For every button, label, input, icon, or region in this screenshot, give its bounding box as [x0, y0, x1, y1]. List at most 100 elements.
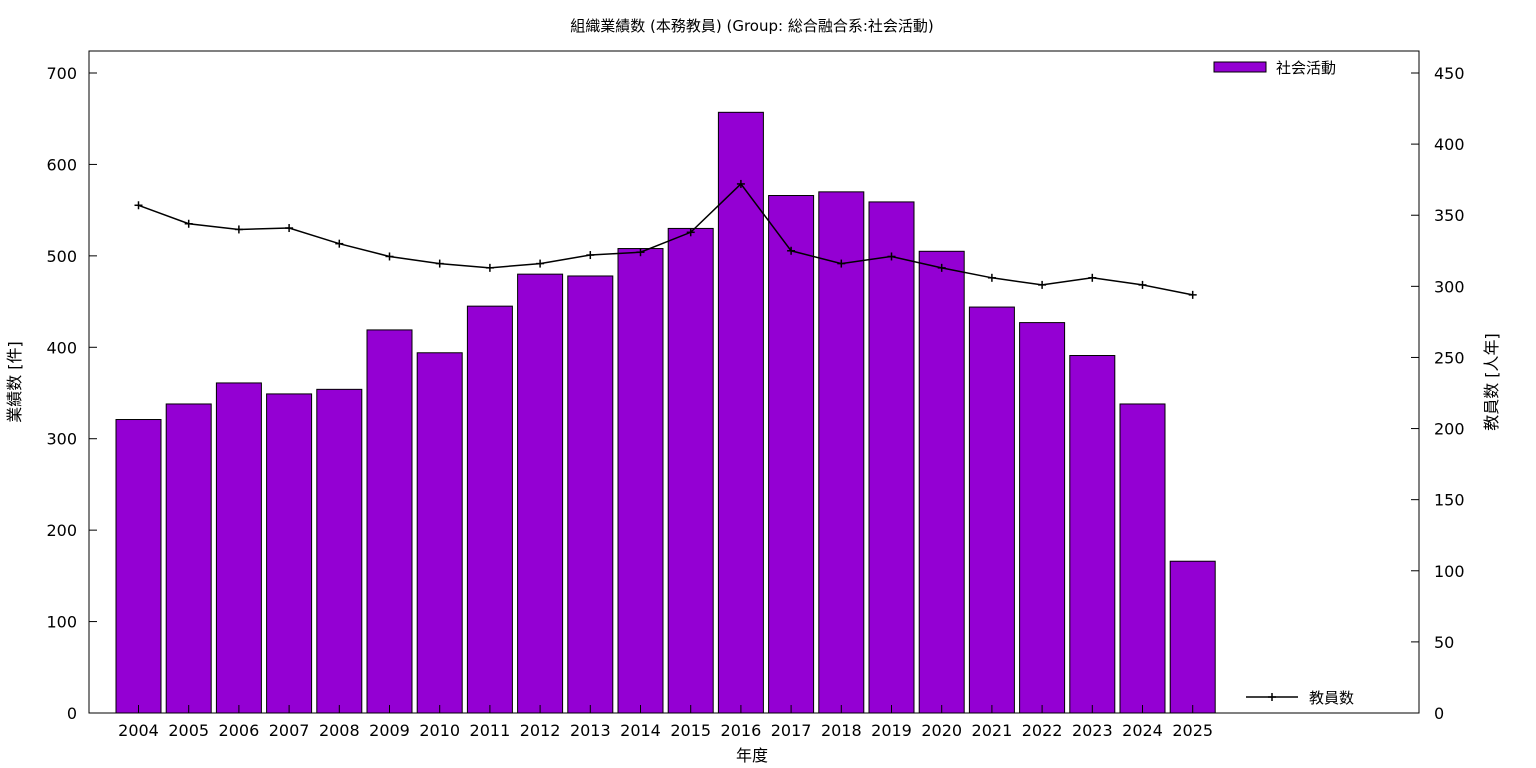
y-tick-label: 300 — [46, 430, 77, 449]
y2-tick-label: 0 — [1434, 704, 1444, 723]
y2-tick-label: 300 — [1434, 277, 1465, 296]
bar-2022 — [1019, 322, 1066, 714]
x-tick-label: 2018 — [821, 721, 862, 740]
bar-2020 — [918, 250, 965, 714]
line-point-2017 — [787, 246, 796, 255]
bar-2009 — [366, 329, 413, 714]
x-tick-label: 2004 — [118, 721, 159, 740]
line-point-2024 — [1138, 280, 1147, 289]
y-tick-label: 200 — [46, 521, 77, 540]
x-tick-label: 2016 — [721, 721, 762, 740]
bar-2021 — [968, 306, 1015, 714]
line-point-2010 — [435, 259, 444, 268]
bar-2016 — [717, 111, 764, 714]
line-series — [134, 179, 1197, 299]
x-tick-label: 2019 — [871, 721, 912, 740]
legend-bar-swatch — [1213, 61, 1267, 73]
line-point-2021 — [987, 273, 996, 282]
y2-tick-label: 400 — [1434, 135, 1465, 154]
x-tick-label: 2021 — [972, 721, 1013, 740]
x-tick-label: 2013 — [570, 721, 611, 740]
bar-2004 — [115, 419, 162, 714]
y-tick-label: 600 — [46, 155, 77, 174]
y-tick-label: 100 — [46, 613, 77, 632]
x-axis: 2004 2005 2006 2007 2008 2009 2010 2011 2012 2013… — [118, 705, 1213, 740]
bar-2014 — [617, 248, 664, 714]
line-point-2025 — [1188, 290, 1197, 299]
y2-tick-label: 100 — [1434, 562, 1465, 581]
bar-2006 — [215, 382, 262, 714]
line-point-2018 — [837, 259, 846, 268]
line-point-2023 — [1088, 273, 1097, 282]
line-point-2009 — [385, 252, 394, 261]
line-point-2019 — [887, 252, 896, 261]
legend-bar-label: 社会活動 — [1276, 59, 1336, 77]
right-axis: 0 50 100 150 200 250 300 350 400 450 — [1411, 64, 1465, 723]
y-axis-title: 業績数 [件] — [5, 341, 24, 423]
x-tick-label: 2007 — [269, 721, 310, 740]
line-point-2014 — [636, 248, 645, 257]
line-point-2004 — [134, 201, 143, 210]
bar-2015 — [667, 227, 714, 714]
bar-2007 — [266, 393, 313, 714]
bar-2013 — [567, 275, 614, 714]
line-point-2020 — [937, 263, 946, 272]
x-tick-label: 2022 — [1022, 721, 1063, 740]
line-point-2007 — [285, 224, 294, 233]
chart-title: 組織業績数 (本務教員) (Group: 総合融合系:社会活動) — [570, 17, 934, 35]
y2-tick-label: 150 — [1434, 491, 1465, 510]
y2-axis-title: 教員数 [人年] — [1482, 333, 1501, 431]
bar-2018 — [818, 191, 865, 714]
x-tick-label: 2014 — [620, 721, 661, 740]
left-axis: 0 100 200 300 400 500 600 700 — [46, 64, 97, 723]
line-point-2016 — [736, 179, 745, 188]
x-tick-label: 2017 — [771, 721, 812, 740]
y-tick-label: 400 — [46, 338, 77, 357]
legend-line-entry: 教員数 — [1246, 689, 1354, 707]
x-tick-label: 2008 — [319, 721, 360, 740]
x-tick-label: 2010 — [419, 721, 460, 740]
line-point-2006 — [234, 225, 243, 234]
bar-2017 — [768, 195, 815, 714]
y-tick-label: 500 — [46, 247, 77, 266]
bar-2008 — [316, 388, 363, 714]
line-point-2022 — [1038, 280, 1047, 289]
line-point-2011 — [485, 263, 494, 272]
line-point-2005 — [184, 219, 193, 228]
y-tick-label: 700 — [46, 64, 77, 83]
line-path — [138, 182, 1193, 296]
y2-tick-label: 200 — [1434, 420, 1465, 439]
x-tick-label: 2012 — [520, 721, 561, 740]
bar-2025 — [1169, 560, 1216, 714]
x-tick-label: 2025 — [1172, 721, 1213, 740]
y2-tick-label: 50 — [1434, 633, 1454, 652]
y2-tick-label: 250 — [1434, 348, 1465, 367]
line-point-2015 — [686, 228, 695, 237]
bar-2024 — [1119, 403, 1166, 714]
bar-2012 — [517, 273, 564, 714]
bar-2005 — [165, 403, 212, 714]
bar-2011 — [466, 305, 513, 714]
y-tick-label: 0 — [67, 704, 77, 723]
bar-2010 — [416, 352, 463, 714]
y2-tick-label: 350 — [1434, 206, 1465, 225]
bar-series — [115, 111, 1216, 714]
x-tick-label: 2006 — [219, 721, 260, 740]
line-point-2008 — [335, 239, 344, 248]
x-tick-label: 2024 — [1122, 721, 1163, 740]
bar-2023 — [1069, 355, 1116, 714]
x-tick-label: 2011 — [470, 721, 511, 740]
legend-bar-entry: 社会活動 — [1213, 59, 1336, 77]
x-tick-label: 2023 — [1072, 721, 1113, 740]
line-point-2012 — [536, 259, 545, 268]
x-tick-label: 2020 — [921, 721, 962, 740]
y2-tick-label: 450 — [1434, 64, 1465, 83]
legend-line-label: 教員数 — [1309, 689, 1354, 707]
x-tick-label: 2009 — [369, 721, 410, 740]
x-axis-title: 年度 — [736, 746, 768, 765]
bar-2019 — [868, 201, 915, 714]
x-tick-label: 2005 — [168, 721, 209, 740]
line-point-2013 — [586, 251, 595, 260]
x-tick-label: 2015 — [670, 721, 711, 740]
